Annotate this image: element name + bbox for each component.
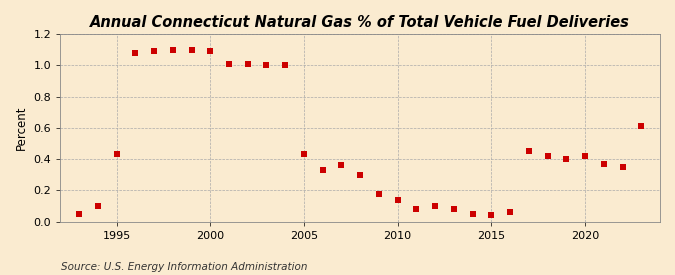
Point — [561, 157, 572, 161]
Point — [542, 154, 553, 158]
Point — [167, 47, 178, 52]
Point — [317, 168, 328, 172]
Point — [242, 62, 253, 66]
Text: Source: U.S. Energy Information Administration: Source: U.S. Energy Information Administ… — [61, 262, 307, 272]
Point — [223, 62, 234, 66]
Point — [280, 63, 291, 67]
Point — [298, 152, 309, 157]
Point — [467, 212, 478, 216]
Point — [617, 165, 628, 169]
Point — [448, 207, 459, 211]
Point — [411, 207, 422, 211]
Point — [111, 152, 122, 157]
Point — [130, 51, 140, 55]
Point — [373, 191, 384, 196]
Point — [355, 173, 366, 177]
Point — [505, 210, 516, 214]
Point — [580, 154, 591, 158]
Point — [430, 204, 441, 208]
Point — [392, 198, 403, 202]
Title: Annual Connecticut Natural Gas % of Total Vehicle Fuel Deliveries: Annual Connecticut Natural Gas % of Tota… — [90, 15, 630, 30]
Point — [92, 204, 103, 208]
Point — [486, 213, 497, 218]
Point — [336, 163, 347, 167]
Point — [74, 212, 84, 216]
Y-axis label: Percent: Percent — [15, 106, 28, 150]
Point — [148, 49, 159, 53]
Point — [523, 149, 534, 153]
Point — [261, 63, 272, 67]
Point — [205, 49, 215, 53]
Point — [598, 162, 609, 166]
Point — [636, 124, 647, 128]
Point — [186, 47, 197, 52]
